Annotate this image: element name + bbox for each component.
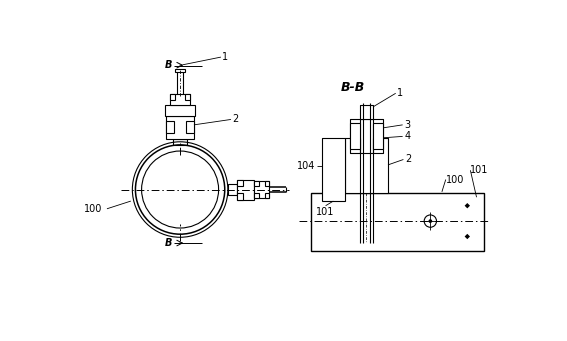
Text: 3: 3: [404, 120, 411, 130]
Bar: [254, 181, 259, 186]
Text: 101: 101: [316, 207, 335, 217]
Text: 4: 4: [404, 131, 411, 142]
Text: 2: 2: [232, 115, 239, 124]
Bar: [228, 184, 237, 195]
Bar: [254, 193, 259, 198]
Polygon shape: [464, 234, 470, 239]
Bar: [175, 69, 185, 73]
Bar: [237, 193, 243, 199]
Text: 101: 101: [471, 165, 489, 175]
Bar: [166, 116, 194, 139]
Text: B: B: [165, 60, 172, 70]
Bar: [350, 122, 360, 149]
Bar: [186, 121, 194, 133]
Bar: [173, 139, 187, 145]
Text: 2: 2: [405, 154, 411, 164]
Bar: [350, 119, 383, 153]
Bar: [373, 122, 383, 149]
Bar: [311, 193, 484, 201]
Text: 104: 104: [297, 161, 316, 170]
Text: 1: 1: [222, 52, 229, 62]
Bar: [265, 181, 269, 186]
Bar: [321, 138, 345, 201]
Bar: [373, 122, 383, 149]
Bar: [311, 243, 484, 251]
Bar: [345, 138, 388, 193]
Text: 1: 1: [397, 88, 403, 98]
Bar: [265, 193, 269, 198]
Bar: [237, 179, 243, 186]
Bar: [166, 121, 174, 133]
Bar: [185, 94, 190, 100]
Bar: [164, 105, 196, 116]
Bar: [350, 119, 383, 153]
Text: B-B: B-B: [340, 81, 365, 94]
Bar: [360, 105, 373, 119]
Bar: [311, 193, 484, 251]
Bar: [170, 94, 175, 100]
Bar: [237, 179, 254, 199]
Circle shape: [429, 220, 431, 222]
Polygon shape: [464, 203, 470, 208]
Text: 100: 100: [84, 204, 102, 214]
Text: 100: 100: [446, 175, 464, 184]
Bar: [254, 181, 269, 198]
Bar: [360, 105, 373, 119]
Bar: [321, 138, 345, 201]
Bar: [170, 94, 190, 105]
Bar: [350, 122, 360, 149]
Bar: [345, 138, 388, 193]
Text: B: B: [165, 238, 172, 248]
